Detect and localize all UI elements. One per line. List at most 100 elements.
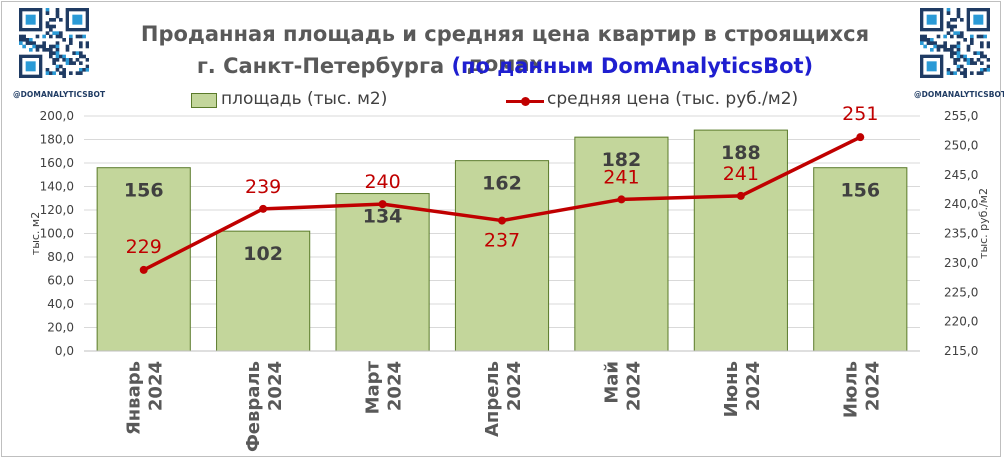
qr-module: [950, 48, 954, 52]
x-tick-label-line: 2024: [623, 361, 644, 411]
qr-module: [62, 54, 66, 59]
qr-module: [950, 34, 954, 39]
qr-module: [62, 74, 66, 79]
qr-module: [956, 41, 961, 45]
qr-module: [966, 44, 971, 49]
qr-finder-core: [25, 61, 36, 72]
bar-area: [693, 129, 788, 352]
bar-area: [216, 230, 311, 352]
qr-module: [52, 58, 56, 62]
qr-module: [950, 44, 954, 49]
qr-module: [946, 68, 951, 72]
qr-finder-core: [926, 61, 937, 72]
qr-module: [52, 51, 56, 55]
qr-module: [59, 64, 63, 69]
qr-module: [55, 41, 60, 45]
qr-module: [926, 41, 931, 45]
qr-module: [79, 68, 83, 72]
qr-code-icon: [920, 8, 991, 79]
qr-finder-core: [72, 14, 83, 25]
qr-module: [966, 58, 971, 62]
qr-module: [55, 54, 60, 59]
x-tick-label-line: Март: [363, 360, 384, 414]
qr-module: [953, 31, 957, 35]
qr-module: [953, 51, 957, 55]
qr-module: [956, 44, 961, 49]
legend-label-area: площадь (тыс. м2): [221, 89, 388, 109]
qr-module: [970, 58, 974, 62]
x-tick-label-line: 2024: [504, 361, 525, 411]
qr-module: [923, 38, 927, 42]
qr-module: [963, 71, 967, 75]
bar-value-label: 182: [602, 149, 642, 171]
chart-title-source: (по данным DomAnalyticsBot): [451, 54, 814, 78]
qr-module: [49, 48, 53, 52]
brand-caption-left: @DOMANALYTICSBOT: [13, 90, 106, 99]
qr-module: [933, 41, 937, 45]
qr-module: [49, 44, 53, 49]
x-tick-label-line: 2024: [743, 361, 764, 411]
qr-module: [980, 61, 984, 65]
qr-module: [950, 28, 954, 32]
qr-module: [52, 61, 56, 65]
qr-module: [946, 48, 951, 52]
qr-module: [956, 54, 961, 59]
qr-module: [983, 68, 987, 72]
qr-module: [55, 68, 60, 72]
y-left-tick-label: 140,0: [40, 180, 74, 194]
y-left-tick-label: 120,0: [40, 203, 74, 217]
qr-module: [953, 58, 957, 62]
qr-module: [950, 51, 954, 55]
qr-module: [69, 61, 73, 65]
qr-module: [950, 71, 954, 75]
qr-module: [55, 34, 60, 39]
qr-module: [45, 11, 50, 15]
y-left-tick-label: 200,0: [40, 109, 74, 123]
qr-module: [62, 38, 66, 42]
price-value-label: 241: [723, 163, 759, 185]
qr-module: [59, 34, 63, 39]
x-tick-label-line: 2024: [862, 361, 883, 411]
bar-value-label: 134: [363, 206, 403, 228]
qr-module: [986, 64, 991, 69]
qr-module: [52, 44, 56, 49]
qr-module: [930, 41, 934, 45]
qr-module: [946, 11, 951, 15]
qr-module: [65, 48, 70, 52]
y-right-tick-label: 235,0: [944, 227, 978, 241]
y-left-tick-label: 40,0: [47, 297, 74, 311]
qr-module: [72, 61, 76, 65]
qr-module: [946, 71, 951, 75]
qr-module: [29, 41, 33, 45]
qr-module: [19, 38, 23, 42]
qr-module: [956, 14, 961, 19]
qr-module: [936, 34, 941, 39]
qr-module: [25, 41, 30, 45]
qr-module: [926, 38, 931, 42]
qr-module: [956, 58, 961, 62]
qr-module: [49, 28, 53, 32]
bar-area: [813, 167, 908, 352]
qr-module: [956, 34, 961, 39]
qr-module: [55, 11, 60, 15]
legend-label-price: средняя цена (тыс. руб./м2): [547, 89, 799, 109]
x-tick-label-line: Июль: [840, 361, 861, 418]
qr-finder-core: [25, 14, 36, 25]
legend: площадь (тыс. м2) средняя цена (тыс. руб…: [0, 88, 1004, 114]
qr-module: [25, 38, 30, 42]
qr-module: [986, 41, 991, 45]
chart-title-city: г. Санкт-Петербурга: [196, 54, 452, 78]
qr-module: [49, 51, 53, 55]
chart-title-line2: г. Санкт-Петербурга (по данным DomAnalyt…: [110, 51, 900, 81]
qr-module: [980, 34, 984, 39]
qr-module: [980, 41, 984, 45]
qr-module: [943, 44, 947, 49]
qr-module: [923, 44, 927, 49]
y-left-tick-label: 180,0: [40, 133, 74, 147]
x-tick-label-line: Февраль: [243, 361, 264, 452]
qr-module: [75, 58, 80, 62]
qr-module: [980, 68, 984, 72]
y-right-tick-label: 250,0: [944, 138, 978, 152]
qr-module: [930, 48, 934, 52]
x-tick-label: Январь2024: [124, 361, 167, 435]
